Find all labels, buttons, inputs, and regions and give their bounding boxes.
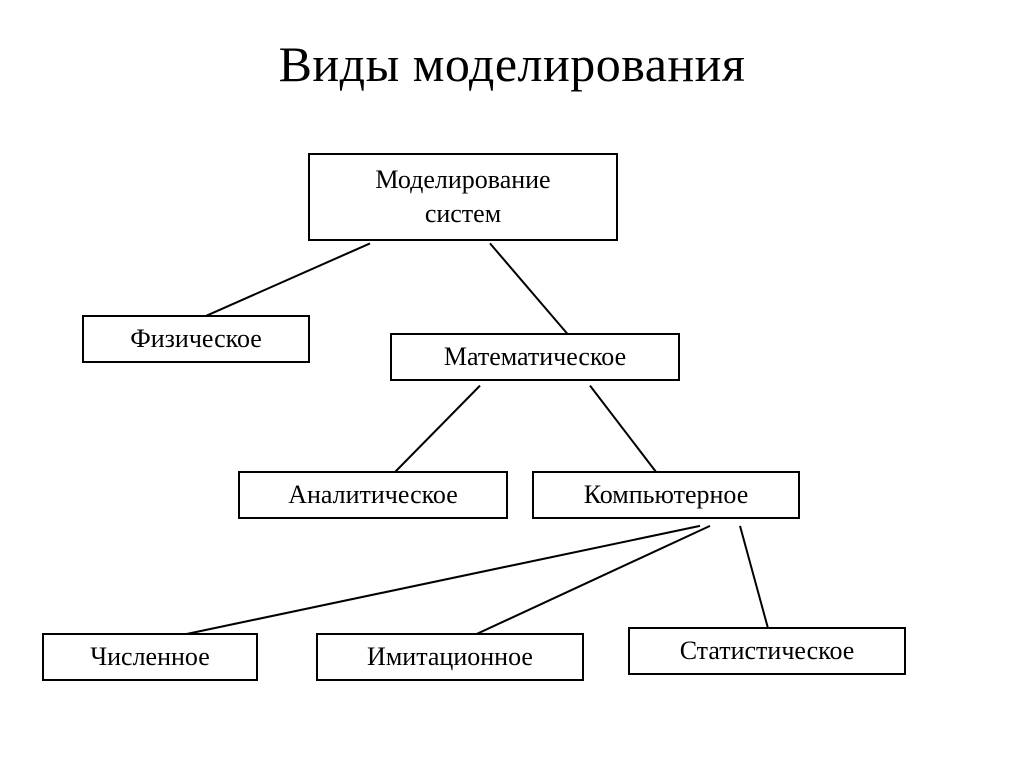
edge-mathematical-analytical xyxy=(390,386,480,477)
node-statistical: Статистическое xyxy=(628,627,906,675)
page-title: Виды моделирования xyxy=(0,0,1024,93)
edge-computer-statistical xyxy=(740,526,770,636)
edge-root-physical xyxy=(200,243,370,318)
node-mathematical: Математическое xyxy=(390,333,680,381)
node-physical: Физическое xyxy=(82,315,310,363)
node-root: Моделирование систем xyxy=(308,153,618,241)
edge-computer-simulation xyxy=(460,526,710,642)
node-computer: Компьютерное xyxy=(532,471,800,519)
node-simulation: Имитационное xyxy=(316,633,584,681)
node-numerical: Численное xyxy=(42,633,258,681)
diagram-canvas: Моделирование систем Физическое Математиче… xyxy=(0,93,1024,723)
edge-computer-numerical xyxy=(150,526,700,642)
node-analytical: Аналитическое xyxy=(238,471,508,519)
edge-mathematical-computer xyxy=(590,386,660,477)
edge-root-mathematical xyxy=(490,243,570,336)
